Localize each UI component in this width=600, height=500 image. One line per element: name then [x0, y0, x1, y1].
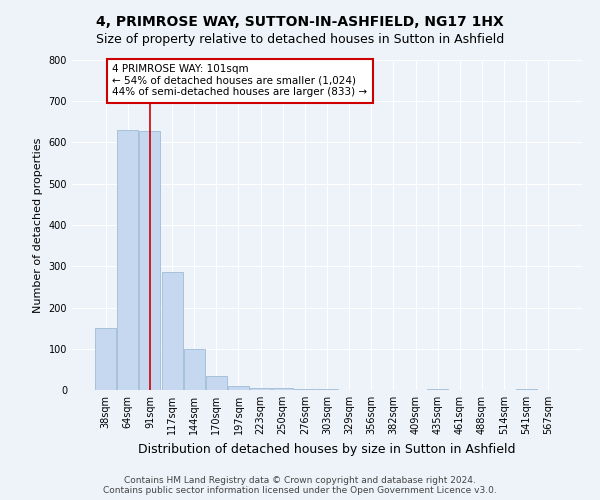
Text: 4, PRIMROSE WAY, SUTTON-IN-ASHFIELD, NG17 1HX: 4, PRIMROSE WAY, SUTTON-IN-ASHFIELD, NG1… — [96, 15, 504, 29]
Bar — [427, 389, 448, 390]
Y-axis label: Number of detached properties: Number of detached properties — [33, 138, 43, 312]
Bar — [118, 130, 139, 390]
Bar — [184, 349, 205, 390]
Bar — [515, 389, 536, 390]
Bar — [316, 389, 338, 390]
Bar — [161, 272, 182, 390]
X-axis label: Distribution of detached houses by size in Sutton in Ashfield: Distribution of detached houses by size … — [138, 442, 516, 456]
Text: Contains HM Land Registry data © Crown copyright and database right 2024.
Contai: Contains HM Land Registry data © Crown c… — [103, 476, 497, 495]
Bar — [250, 388, 271, 390]
Bar — [139, 131, 160, 390]
Bar — [228, 386, 249, 390]
Text: Size of property relative to detached houses in Sutton in Ashfield: Size of property relative to detached ho… — [96, 32, 504, 46]
Bar — [272, 388, 293, 390]
Bar — [206, 376, 227, 390]
Text: 4 PRIMROSE WAY: 101sqm
← 54% of detached houses are smaller (1,024)
44% of semi-: 4 PRIMROSE WAY: 101sqm ← 54% of detached… — [112, 64, 367, 98]
Bar — [295, 389, 316, 390]
Bar — [95, 328, 116, 390]
